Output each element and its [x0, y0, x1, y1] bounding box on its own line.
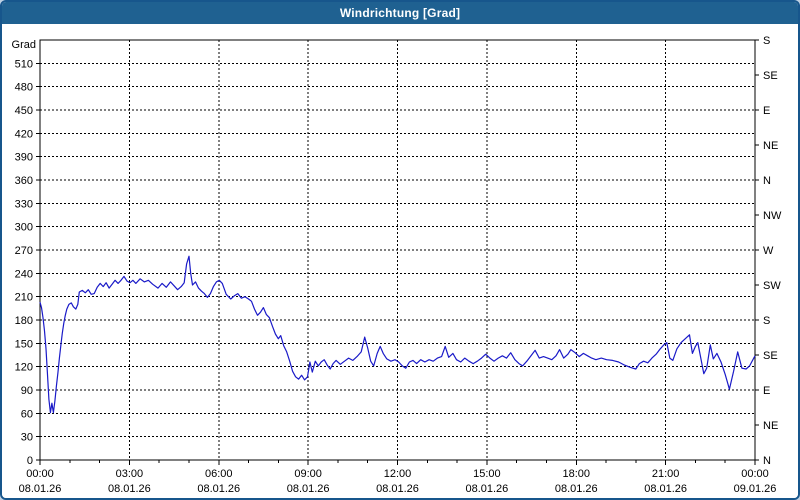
svg-text:SW: SW	[763, 280, 781, 292]
svg-text:00:00: 00:00	[741, 468, 769, 480]
x-axis-labels: 00:00 08.01.26 03:00 08.01.26 06:00 08.01.26 0…	[19, 468, 777, 495]
chart-area: 0 30 60 90 120 150 180 210 240 270 300 330 360 390 420…	[2, 24, 798, 498]
svg-text:12:00: 12:00	[384, 468, 412, 480]
y-axis-right: N NE E SE S SW W NW N NE E SE S	[755, 35, 782, 467]
y-axis-title: Grad	[12, 39, 36, 51]
svg-text:NW: NW	[763, 210, 782, 222]
svg-text:09:00: 09:00	[294, 468, 322, 480]
svg-text:08.01.26: 08.01.26	[644, 483, 687, 495]
svg-text:SE: SE	[763, 70, 778, 82]
svg-text:15:00: 15:00	[473, 468, 501, 480]
svg-text:450: 450	[15, 105, 33, 117]
svg-text:60: 60	[21, 408, 33, 420]
svg-text:08.01.26: 08.01.26	[197, 483, 240, 495]
svg-text:330: 330	[15, 198, 33, 210]
svg-text:E: E	[763, 105, 770, 117]
svg-text:08.01.26: 08.01.26	[287, 483, 330, 495]
svg-text:180: 180	[15, 315, 33, 327]
svg-text:NE: NE	[763, 140, 778, 152]
svg-text:SE: SE	[763, 350, 778, 362]
svg-text:480: 480	[15, 82, 33, 94]
svg-text:0: 0	[27, 455, 33, 467]
svg-text:03:00: 03:00	[116, 468, 144, 480]
svg-text:06:00: 06:00	[205, 468, 233, 480]
wind-direction-chart: 0 30 60 90 120 150 180 210 240 270 300 330 360 390 420…	[12, 35, 782, 495]
y-axis-left: 0 30 60 90 120 150 180 210 240 270 300 330 360 390 420…	[12, 39, 40, 467]
window-title: Windrichtung [Grad]	[339, 6, 461, 20]
svg-text:S: S	[763, 315, 770, 327]
svg-text:150: 150	[15, 338, 33, 350]
svg-text:240: 240	[15, 268, 33, 280]
svg-text:18:00: 18:00	[562, 468, 590, 480]
title-bar: Windrichtung [Grad]	[2, 2, 798, 24]
svg-text:09.01.26: 09.01.26	[734, 483, 777, 495]
svg-text:120: 120	[15, 362, 33, 374]
svg-text:360: 360	[15, 175, 33, 187]
wind-direction-line	[39, 255, 756, 414]
gridlines	[40, 40, 755, 460]
svg-text:NE: NE	[763, 420, 778, 432]
svg-text:08.01.26: 08.01.26	[19, 483, 62, 495]
svg-text:W: W	[763, 245, 774, 257]
svg-text:N: N	[763, 175, 771, 187]
svg-text:390: 390	[15, 152, 33, 164]
svg-text:210: 210	[15, 292, 33, 304]
x-axis-ticks	[39, 460, 756, 465]
svg-text:N: N	[763, 455, 771, 467]
svg-text:08.01.26: 08.01.26	[555, 483, 598, 495]
svg-text:08.01.26: 08.01.26	[465, 483, 508, 495]
svg-text:510: 510	[15, 58, 33, 70]
svg-text:08.01.26: 08.01.26	[376, 483, 419, 495]
svg-text:300: 300	[15, 222, 33, 234]
svg-text:S: S	[763, 35, 770, 47]
svg-text:90: 90	[21, 385, 33, 397]
svg-text:E: E	[763, 385, 770, 397]
svg-text:270: 270	[15, 245, 33, 257]
svg-text:21:00: 21:00	[652, 468, 680, 480]
svg-text:420: 420	[15, 128, 33, 140]
svg-text:00:00: 00:00	[26, 468, 54, 480]
svg-text:08.01.26: 08.01.26	[108, 483, 151, 495]
svg-text:30: 30	[21, 432, 33, 444]
